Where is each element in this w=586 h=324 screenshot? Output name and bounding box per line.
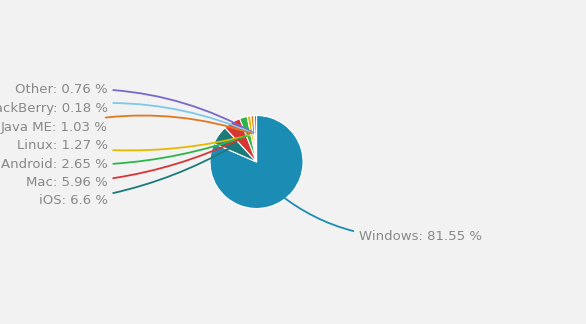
Text: Windows: 81.55 %: Windows: 81.55 % <box>278 193 482 243</box>
Wedge shape <box>254 116 257 162</box>
Text: Mac: 5.96 %: Mac: 5.96 % <box>26 140 239 190</box>
Text: Other: 0.76 %: Other: 0.76 % <box>15 83 254 133</box>
Wedge shape <box>251 116 257 162</box>
Wedge shape <box>240 116 257 162</box>
Wedge shape <box>254 115 257 162</box>
Text: Linux: 1.27 %: Linux: 1.27 % <box>17 135 249 152</box>
Text: BlackBerry: 0.18 %: BlackBerry: 0.18 % <box>0 102 253 133</box>
Text: Android: 2.65 %: Android: 2.65 % <box>1 136 246 171</box>
Text: Java ME: 1.03 %: Java ME: 1.03 % <box>1 115 251 133</box>
Text: iOS: 6.6 %: iOS: 6.6 % <box>39 147 231 207</box>
Wedge shape <box>225 119 257 162</box>
Wedge shape <box>214 128 257 162</box>
Wedge shape <box>210 115 303 209</box>
Wedge shape <box>247 116 257 162</box>
